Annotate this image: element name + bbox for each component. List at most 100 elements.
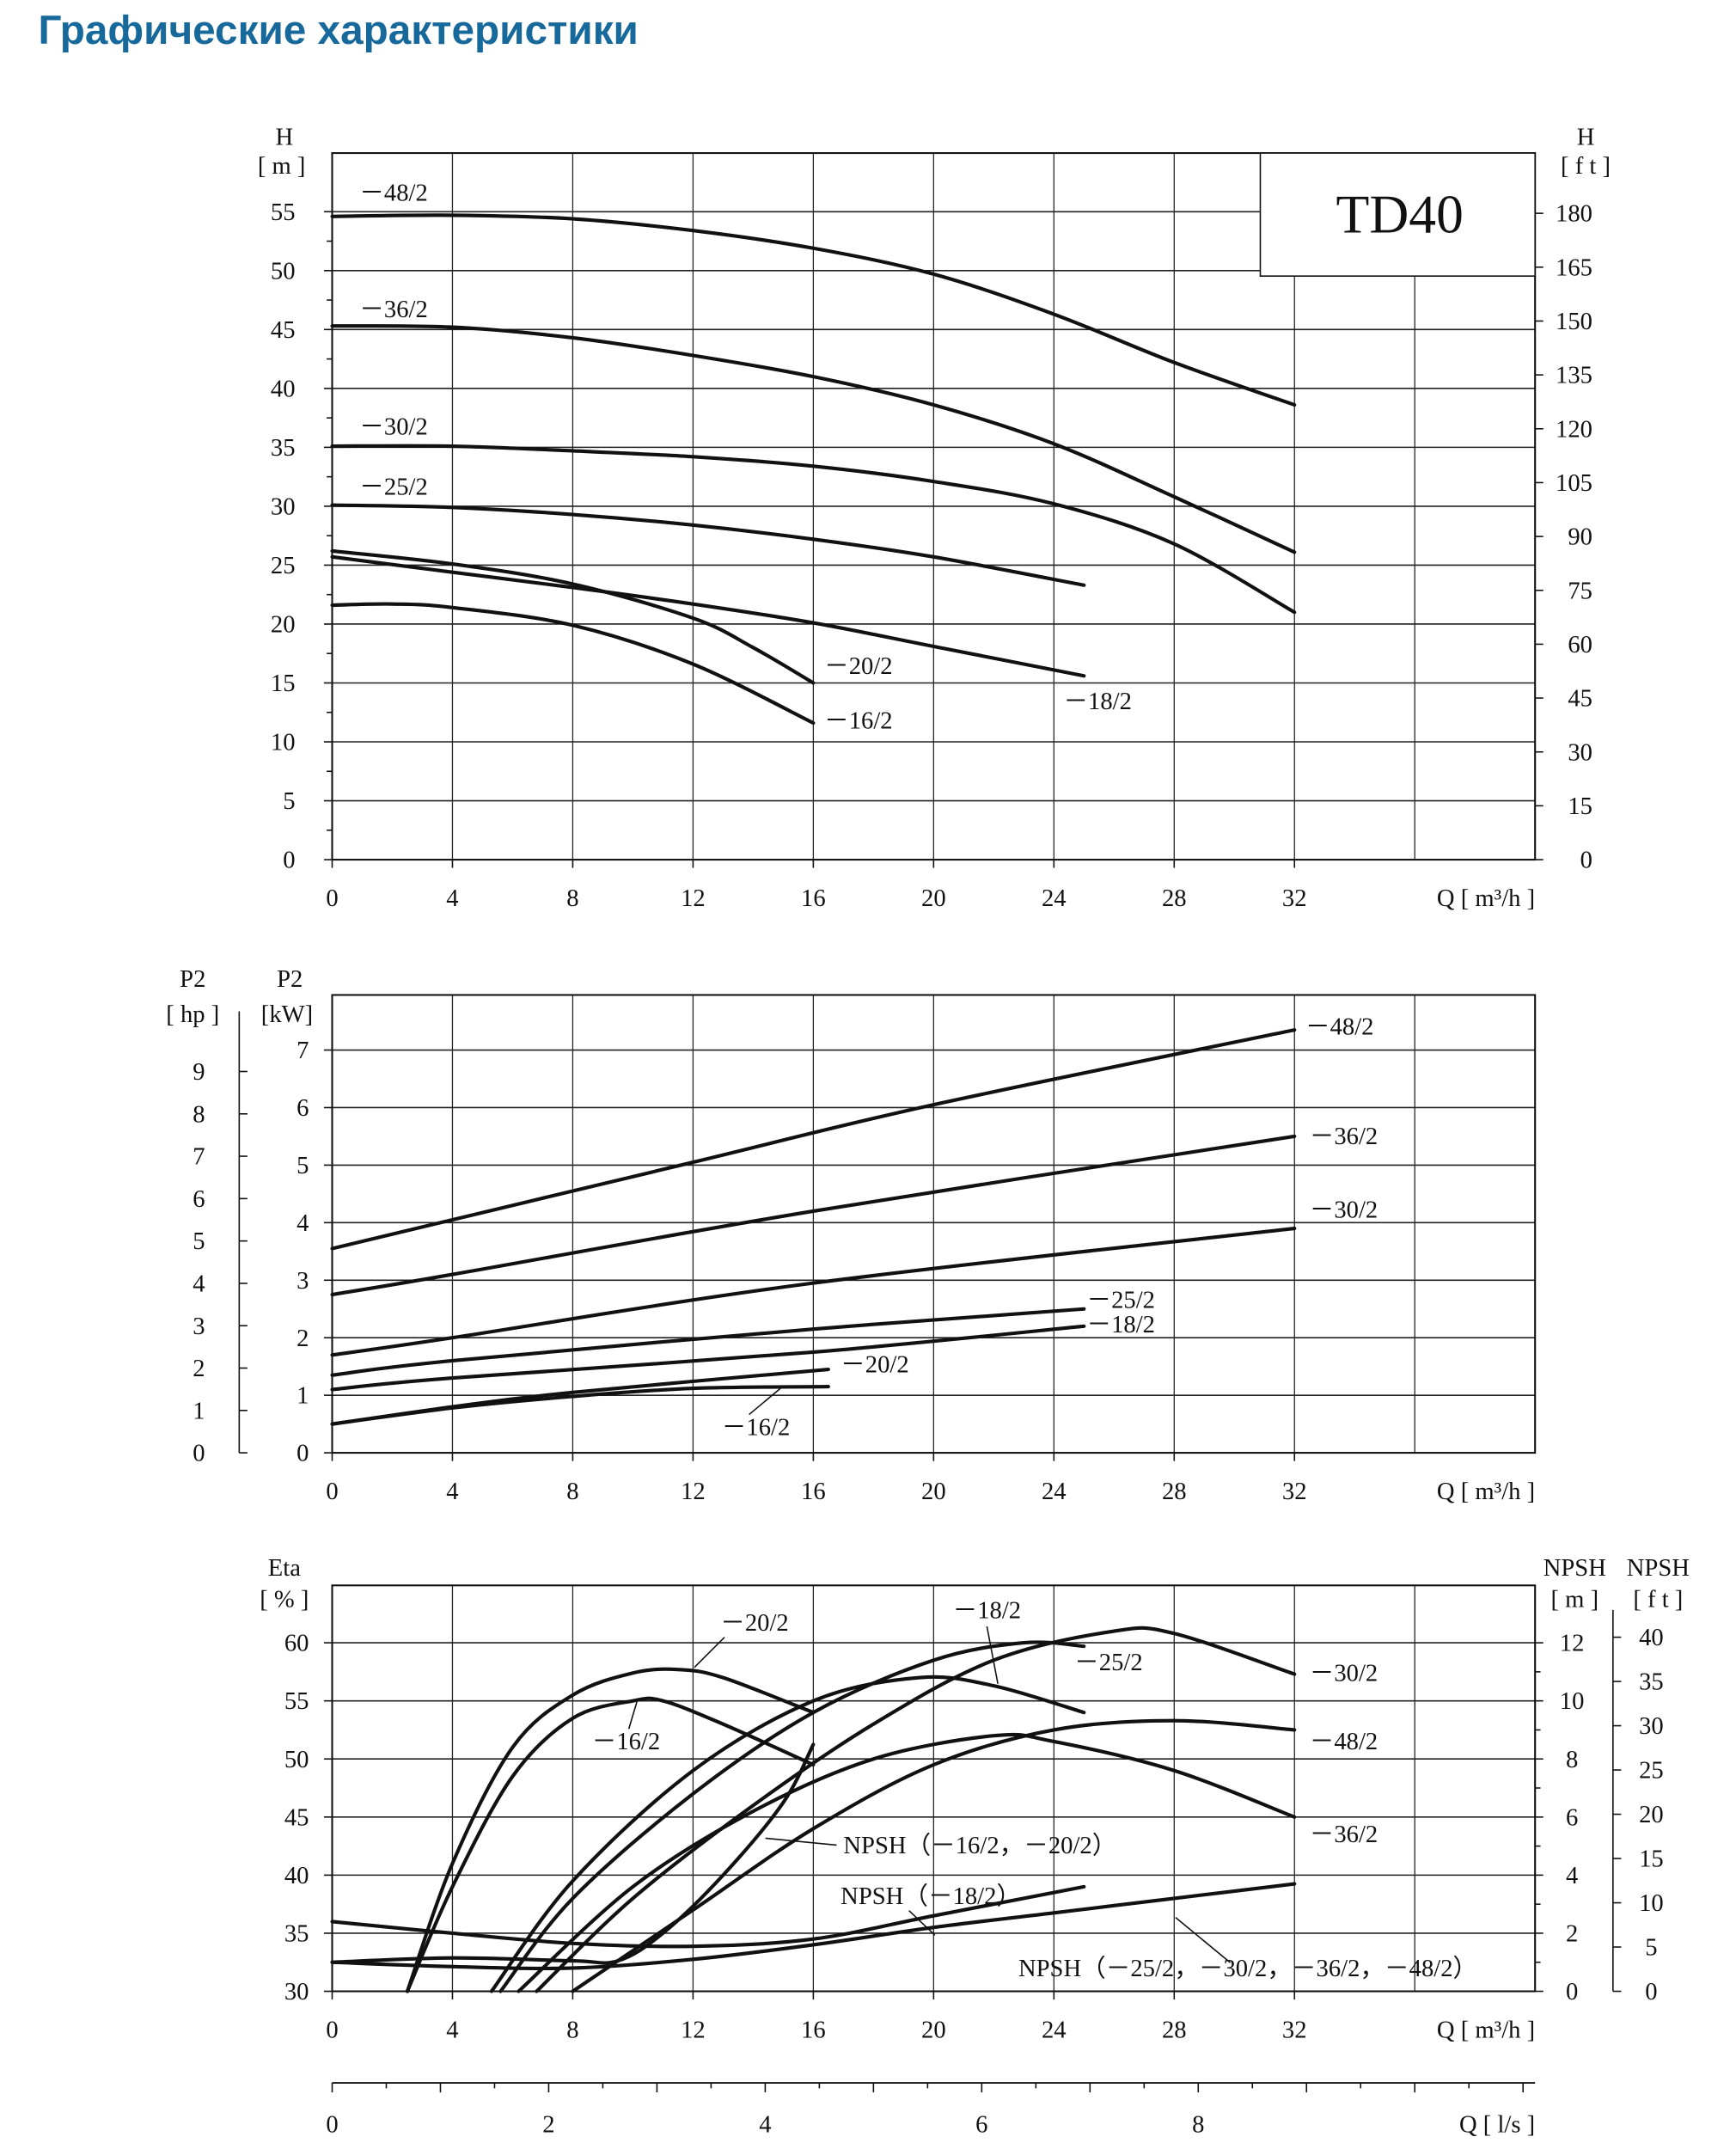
- y-tick-label: 55: [284, 1687, 309, 1715]
- series-label: －16/2: [722, 1413, 791, 1441]
- series-label: NPSH（－16/2，－20/2）: [843, 1832, 1116, 1859]
- y2-axis-name: H: [1577, 124, 1595, 151]
- series-label: －48/2: [1310, 1728, 1378, 1755]
- x-tick-label: 4: [446, 1478, 458, 1505]
- x-tick-label: 28: [1162, 2017, 1187, 2044]
- x2-axis-label: Q [ l/s ]: [1459, 2110, 1535, 2138]
- x-tick-label: 32: [1282, 885, 1307, 912]
- y2-tick-label: 3: [193, 1313, 205, 1340]
- model-label-box: [1259, 152, 1536, 277]
- y-tick-label: 20: [271, 611, 296, 639]
- y2-tick-label: 6: [193, 1185, 205, 1213]
- x-tick-label: 20: [921, 1478, 946, 1505]
- y-tick-label: 5: [283, 787, 295, 815]
- y2-tick-label: 5: [193, 1228, 205, 1255]
- x2-tick-label: 6: [975, 2110, 987, 2138]
- series-curve-18-2: [330, 554, 1086, 678]
- y-tick-label: 35: [271, 434, 296, 462]
- x2-tick-label: 0: [326, 2110, 338, 2138]
- x-tick-label: 12: [681, 2017, 706, 2044]
- series-curve-25-2: [330, 503, 1086, 587]
- y-tick-label: 45: [271, 316, 296, 344]
- x-tick-label: 8: [566, 1478, 578, 1505]
- x-tick-label: 24: [1042, 885, 1067, 912]
- series-label: －25/2: [1086, 1287, 1155, 1314]
- y2-tick-label: 4: [193, 1270, 205, 1297]
- y2-tick-label: 2: [1566, 1920, 1578, 1947]
- x-axis-label: Q [ m³/h ]: [1437, 2017, 1535, 2044]
- y3-tick-label: 10: [1639, 1889, 1664, 1917]
- series-curve-18-2: [330, 1324, 1086, 1392]
- power-chart: 0 4 8 12 16 20 24 28 32 Q [ m³/h ]01234567P2[kW]0…: [166, 965, 1537, 1505]
- x-axis-label: Q [ m³/h ]: [1437, 1478, 1535, 1505]
- series-curve-48-2: [330, 213, 1297, 407]
- y-axis-unit: [ m ]: [258, 152, 306, 180]
- x-tick-label: 28: [1162, 1478, 1187, 1505]
- y3-tick-label: 0: [1645, 1978, 1657, 2005]
- y2-tick-label: 15: [1568, 793, 1592, 820]
- y-tick-label: 55: [271, 199, 296, 226]
- series-curve-16-2: [330, 602, 816, 726]
- y-tick-label: 4: [296, 1209, 309, 1237]
- y-tick-label: 30: [284, 1978, 309, 2005]
- model-label: TD40: [1336, 183, 1464, 244]
- series-curve-30-2: [330, 444, 1297, 615]
- y2-tick-label: 0: [193, 1440, 205, 1467]
- x-tick-label: 4: [446, 2017, 458, 2044]
- y3-axis-unit: [ f t ]: [1633, 1586, 1683, 1613]
- y2-axis-unit: [ m ]: [1550, 1586, 1598, 1613]
- y-tick-label: 3: [296, 1267, 309, 1295]
- y-axis-unit: [kW]: [261, 1001, 313, 1028]
- y-tick-label: 7: [296, 1037, 309, 1064]
- series-label: －30/2: [359, 413, 428, 441]
- x-tick-label: 16: [801, 885, 826, 912]
- series-label: －18/2: [1063, 688, 1132, 715]
- y-tick-label: 45: [284, 1803, 309, 1831]
- series-label: －48/2: [359, 180, 428, 207]
- y-tick-label: 30: [271, 493, 296, 520]
- x-tick-label: 4: [446, 885, 458, 912]
- y-axis-unit: [ % ]: [260, 1586, 309, 1613]
- series-label-leader: [694, 1637, 725, 1668]
- series-label: －20/2: [840, 1350, 909, 1378]
- y2-tick-label: 10: [1560, 1687, 1585, 1715]
- y2-tick-label: 150: [1556, 308, 1592, 335]
- series-label: －25/2: [359, 474, 428, 501]
- series-label: －30/2: [1310, 1197, 1378, 1224]
- y2-tick-label: 0: [1566, 1978, 1578, 2005]
- series-curve-18-2: [489, 1675, 1086, 1993]
- y-tick-label: 6: [296, 1094, 309, 1122]
- x-tick-label: 20: [921, 885, 946, 912]
- y-tick-label: 10: [271, 729, 296, 756]
- x-axis-label: Q [ m³/h ]: [1437, 885, 1535, 912]
- y2-tick-label: 12: [1560, 1630, 1585, 1657]
- y2-tick-label: 4: [1566, 1862, 1578, 1889]
- y2-tick-label: 2: [193, 1355, 205, 1382]
- series-label: －25/2: [1074, 1649, 1143, 1676]
- series-label: －36/2: [1310, 1821, 1378, 1848]
- y3-tick-label: 30: [1639, 1712, 1664, 1740]
- series-curve-25-2: [330, 1307, 1086, 1377]
- y2-axis-unit: [ f t ]: [1561, 152, 1611, 180]
- series-label: NPSH（－18/2）: [840, 1883, 1021, 1910]
- series-label: －48/2: [1305, 1013, 1374, 1041]
- y2-tick-label: 30: [1568, 738, 1592, 766]
- y-tick-label: 40: [284, 1862, 309, 1889]
- series-label: －36/2: [1310, 1123, 1378, 1150]
- series-label-leader: [908, 1910, 936, 1936]
- x-tick-label: 16: [801, 1478, 826, 1505]
- series-curve-30-2: [330, 1226, 1297, 1357]
- series-curve-36-2: [517, 1732, 1297, 1993]
- series-curve-20-2: [405, 1667, 816, 1993]
- series-curve-NPSH-25-2-30-2-36-2-48-2: [330, 1882, 1297, 1971]
- y3-tick-label: 25: [1639, 1757, 1664, 1785]
- series-curve-36-2: [330, 1134, 1297, 1297]
- y2-tick-label: 105: [1556, 469, 1592, 497]
- y2-tick-label: 165: [1556, 254, 1592, 281]
- efficiency-npsh-chart: 0 4 8 12 16 20 24 28 32 Q [ m³/h ]30354045505560E…: [260, 1554, 1690, 2138]
- y2-tick-label: 180: [1556, 200, 1592, 228]
- x2-tick-label: 8: [1192, 2110, 1204, 2138]
- y2-tick-label: 45: [1568, 685, 1592, 713]
- y2-tick-label: 6: [1566, 1803, 1578, 1831]
